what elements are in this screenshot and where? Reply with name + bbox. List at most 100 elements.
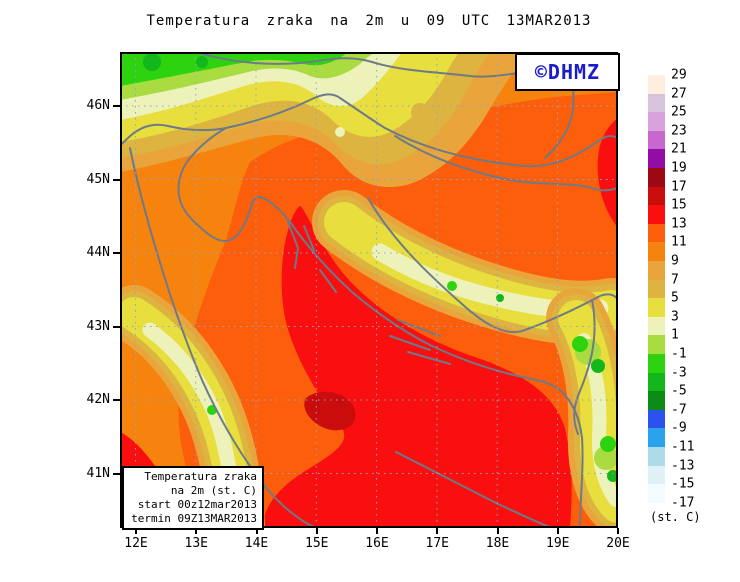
legend-tick-label: -5 <box>671 383 687 399</box>
legend-tick-label: 25 <box>671 104 687 120</box>
legend-cell <box>648 112 665 131</box>
legend-tick-label: 21 <box>671 141 687 157</box>
coast-istria-dalmatia <box>177 127 584 528</box>
legend-tick-label: -13 <box>671 458 695 474</box>
lon-tick-label: 14E <box>244 536 269 551</box>
border-hungary <box>544 73 575 159</box>
island-dalmatia <box>407 351 451 365</box>
temperature-map <box>120 52 618 528</box>
lon-tick <box>255 528 258 534</box>
region-dark-red-spot <box>304 391 356 431</box>
lon-tick-label: 16E <box>365 536 389 551</box>
legend-cell <box>648 298 665 317</box>
legend-cell <box>648 223 665 243</box>
region-green-spot-southeast <box>607 470 618 482</box>
legend-cell <box>648 335 665 354</box>
lat-tick-label: 42N <box>86 392 110 407</box>
legend-cell <box>648 484 665 503</box>
legend-tick-label: -17 <box>671 495 695 511</box>
legend-tick-label: -11 <box>671 439 695 455</box>
lat-tick <box>113 472 120 475</box>
legend-cell <box>648 372 665 392</box>
region-dark-green-spot <box>196 56 208 68</box>
legend-tick-label: 13 <box>671 216 687 232</box>
legend-tick-label: 29 <box>671 67 687 83</box>
legend-cell <box>648 75 665 94</box>
legend-tick-label: 19 <box>671 160 687 176</box>
lat-tick-label: 43N <box>86 318 110 334</box>
legend-tick-label: 27 <box>671 86 687 102</box>
lon-tick <box>135 528 137 534</box>
island-cres <box>287 221 299 269</box>
dhmz-logo-box: ©DHMZ <box>515 53 620 91</box>
legend-tick-label: -9 <box>671 420 687 436</box>
legend-cell <box>648 149 665 168</box>
info-box-line: na 2m (st. C) <box>170 484 257 497</box>
lat-tick-label: 45N <box>86 171 110 187</box>
legend-cell <box>648 465 665 485</box>
lon-tick <box>556 528 559 534</box>
region-green-spot-bosnia <box>496 294 504 302</box>
legend-cell <box>648 93 665 113</box>
region-yellow-green-spot <box>594 446 618 470</box>
legend-cell <box>648 354 665 373</box>
legend-cell <box>648 409 665 429</box>
coast-italy-south <box>395 451 553 528</box>
border-bosnia <box>367 197 618 334</box>
legend-tick-label: 1 <box>671 327 679 343</box>
legend-tick-label: 15 <box>671 197 687 213</box>
page-title: Temperatura zraka na 2m u 09 UTC 13MAR20… <box>146 13 592 29</box>
region-green-spot-southeast <box>591 359 605 373</box>
island-dalmatia <box>389 335 431 351</box>
legend-tick-label: -15 <box>671 476 695 492</box>
island-dalmatia <box>397 319 441 337</box>
lon-tick-label: 18E <box>485 536 510 551</box>
legend-tick-label: -7 <box>671 402 687 418</box>
region-dark-green-spot <box>143 53 161 71</box>
lat-tick <box>113 105 120 107</box>
lat-tick <box>113 252 120 254</box>
river-drava <box>384 127 618 168</box>
legend-tick-label: 17 <box>671 179 687 195</box>
legend-cell <box>648 186 665 206</box>
lat-tick <box>113 325 120 328</box>
legend-tick-label: 9 <box>671 253 679 269</box>
island-krk <box>303 225 315 251</box>
lon-tick <box>376 528 378 534</box>
legend-cell <box>648 391 665 410</box>
region-green-spot-southeast <box>600 436 616 452</box>
info-box-line: start 00z12mar2013 <box>137 498 257 511</box>
lat-tick-label: 46N <box>86 98 110 113</box>
region-north-green <box>120 52 348 86</box>
legend-cell <box>648 261 665 280</box>
legend-tick-label: 11 <box>671 234 687 250</box>
island-pag <box>319 269 337 293</box>
legend-cell <box>648 447 665 466</box>
region-red-northeast <box>597 118 618 228</box>
info-box-line: Temperatura zraka <box>144 470 257 483</box>
info-box-line: termin 09Z13MAR2013 <box>131 512 257 525</box>
border-slovenia-croatia <box>225 93 386 129</box>
legend-cell <box>648 130 665 150</box>
lon-tick <box>496 528 499 534</box>
legend-tick-label: 3 <box>671 309 679 325</box>
info-box: Temperatura zraka na 2m (st. C) start 00… <box>122 466 264 530</box>
lat-tick-label: 41N <box>86 465 110 481</box>
region-green-spot-bosnia <box>447 281 457 291</box>
legend-unit-label: (st. C) <box>650 510 701 524</box>
lon-tick <box>315 528 318 534</box>
legend-tick-label: -3 <box>671 365 687 381</box>
region-green-spot-southeast <box>572 336 588 352</box>
lon-tick-label: 15E <box>305 536 329 551</box>
lon-tick-label: 17E <box>425 536 449 551</box>
region-gold-spot-slovenia <box>411 103 429 121</box>
legend-tick-label: 7 <box>671 272 679 288</box>
border-bosnia-montenegro <box>573 299 596 435</box>
legend-tick-label: 5 <box>671 290 679 306</box>
borders-and-coastlines <box>120 52 618 528</box>
legend-cell <box>648 242 665 261</box>
legend-tick-label: -1 <box>671 346 687 362</box>
lon-tick <box>617 528 619 534</box>
legend-cell <box>648 205 665 224</box>
